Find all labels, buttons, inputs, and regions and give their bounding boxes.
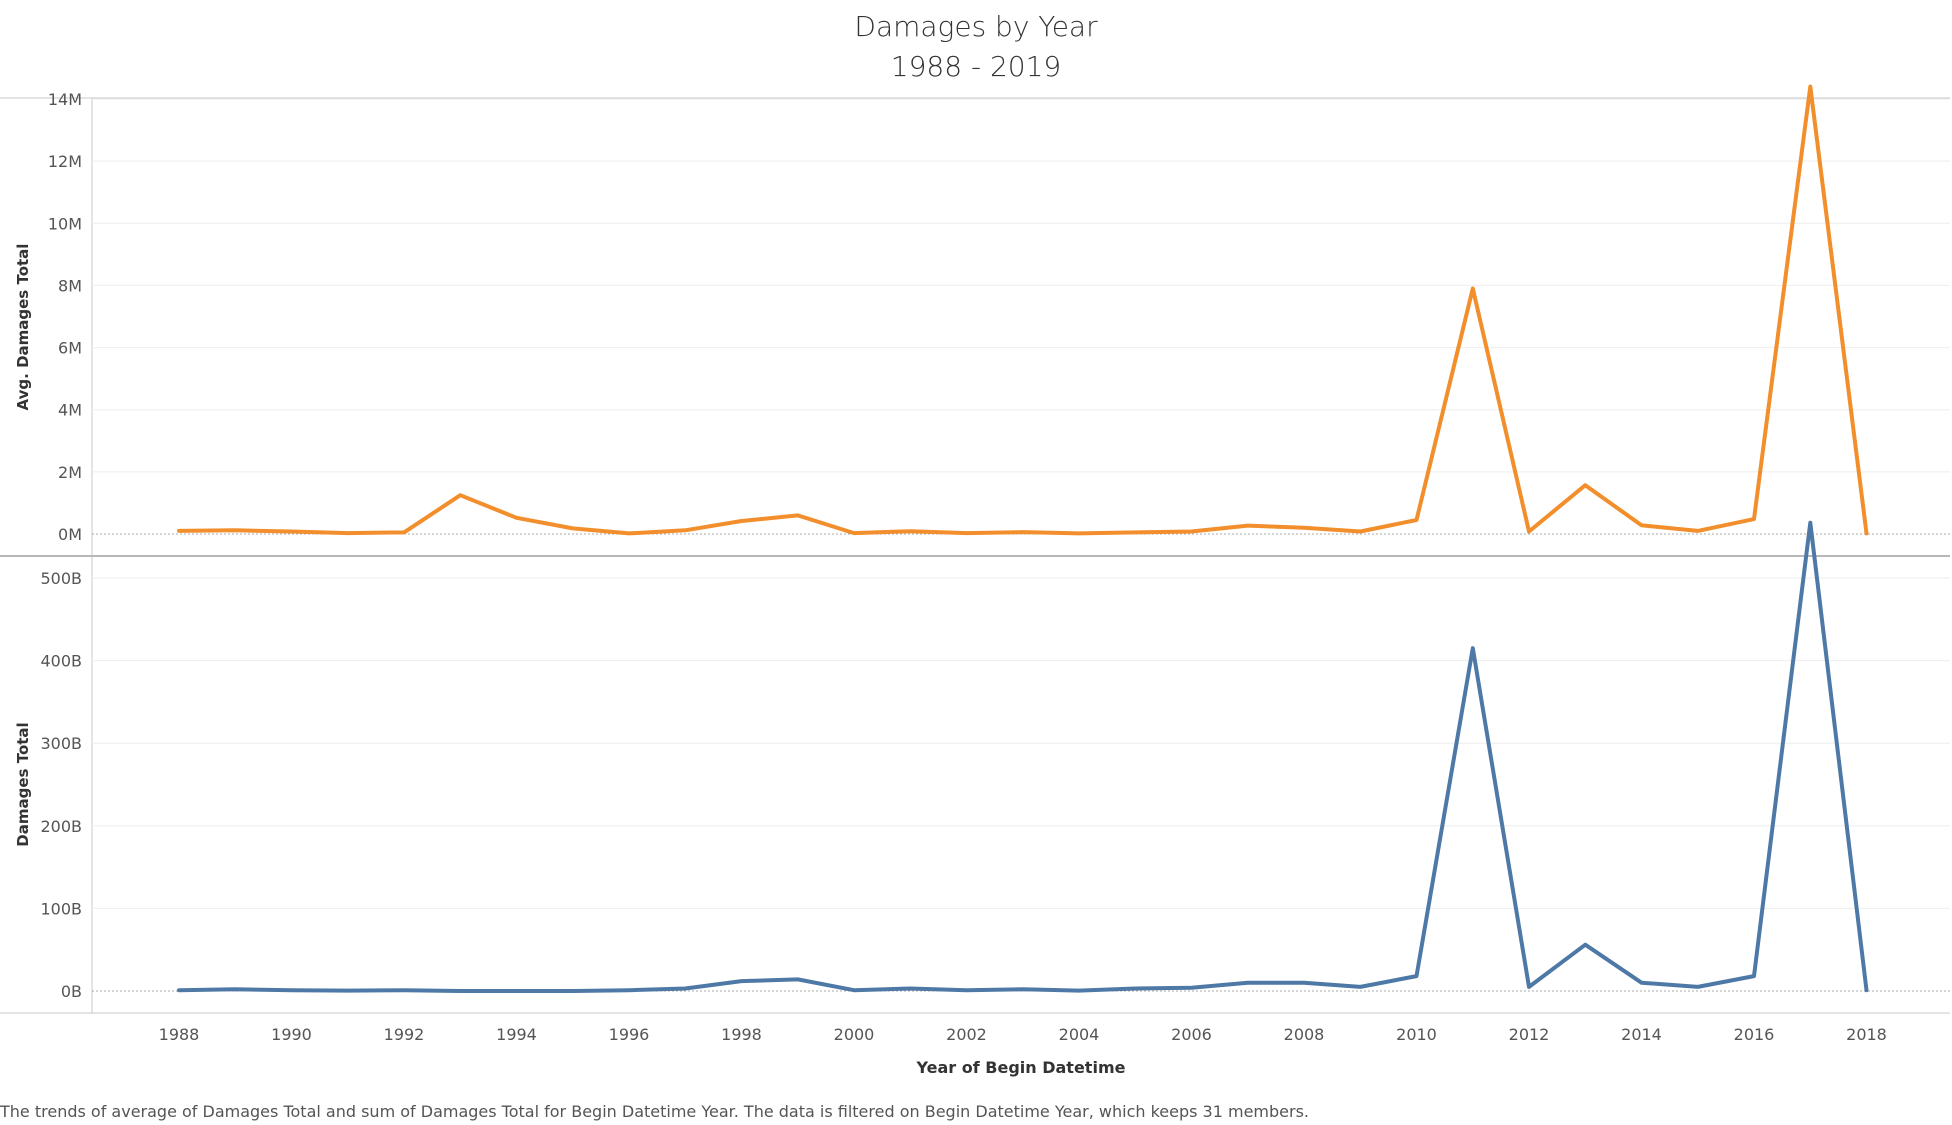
y-tick-label: 12M xyxy=(48,152,82,171)
y-tick-label: 4M xyxy=(58,401,82,420)
y-tick-label: 400B xyxy=(40,652,82,671)
x-tick-label: 2008 xyxy=(1284,1025,1325,1044)
y-tick-label: 6M xyxy=(58,339,82,358)
damages-total-line xyxy=(177,520,1869,993)
x-tick-label: 1996 xyxy=(609,1025,650,1044)
avg-damages-line xyxy=(177,84,1869,536)
x-tick-label: 2004 xyxy=(1059,1025,1100,1044)
chart-subtitle: 1988 - 2019 xyxy=(890,50,1062,83)
y-tick-label: 500B xyxy=(40,569,82,588)
x-tick-label: 2000 xyxy=(834,1025,875,1044)
x-tick-label: 2014 xyxy=(1621,1025,1662,1044)
x-tick-label: 1990 xyxy=(271,1025,312,1044)
y-tick-label: 14M xyxy=(48,90,82,109)
x-tick-label: 2018 xyxy=(1846,1025,1887,1044)
x-tick-label: 2006 xyxy=(1171,1025,1212,1044)
x-tick-label: 1988 xyxy=(159,1025,200,1044)
y-tick-label: 2M xyxy=(58,463,82,482)
y-tick-label: 0B xyxy=(61,982,82,1001)
y-tick-label: 100B xyxy=(40,899,82,918)
y-tick-label: 0M xyxy=(58,525,82,544)
chart-title: Damages by Year xyxy=(854,10,1098,43)
x-axis-title: Year of Begin Datetime xyxy=(916,1058,1126,1077)
x-tick-label: 2012 xyxy=(1509,1025,1550,1044)
x-tick-label: 2010 xyxy=(1396,1025,1437,1044)
y-tick-label: 300B xyxy=(40,734,82,753)
x-tick-label: 1994 xyxy=(496,1025,537,1044)
y-tick-label: 8M xyxy=(58,276,82,295)
y-tick-label: 200B xyxy=(40,817,82,836)
y-tick-label: 10M xyxy=(48,214,82,233)
x-tick-label: 1992 xyxy=(384,1025,425,1044)
x-tick-label: 2002 xyxy=(946,1025,987,1044)
x-tick-label: 2016 xyxy=(1734,1025,1775,1044)
y-axis-title: Avg. Damages Total xyxy=(14,244,32,411)
y-axis-title: Damages Total xyxy=(14,722,32,846)
chart-caption: The trends of average of Damages Total a… xyxy=(0,1102,1310,1121)
x-tick-label: 1998 xyxy=(721,1025,762,1044)
